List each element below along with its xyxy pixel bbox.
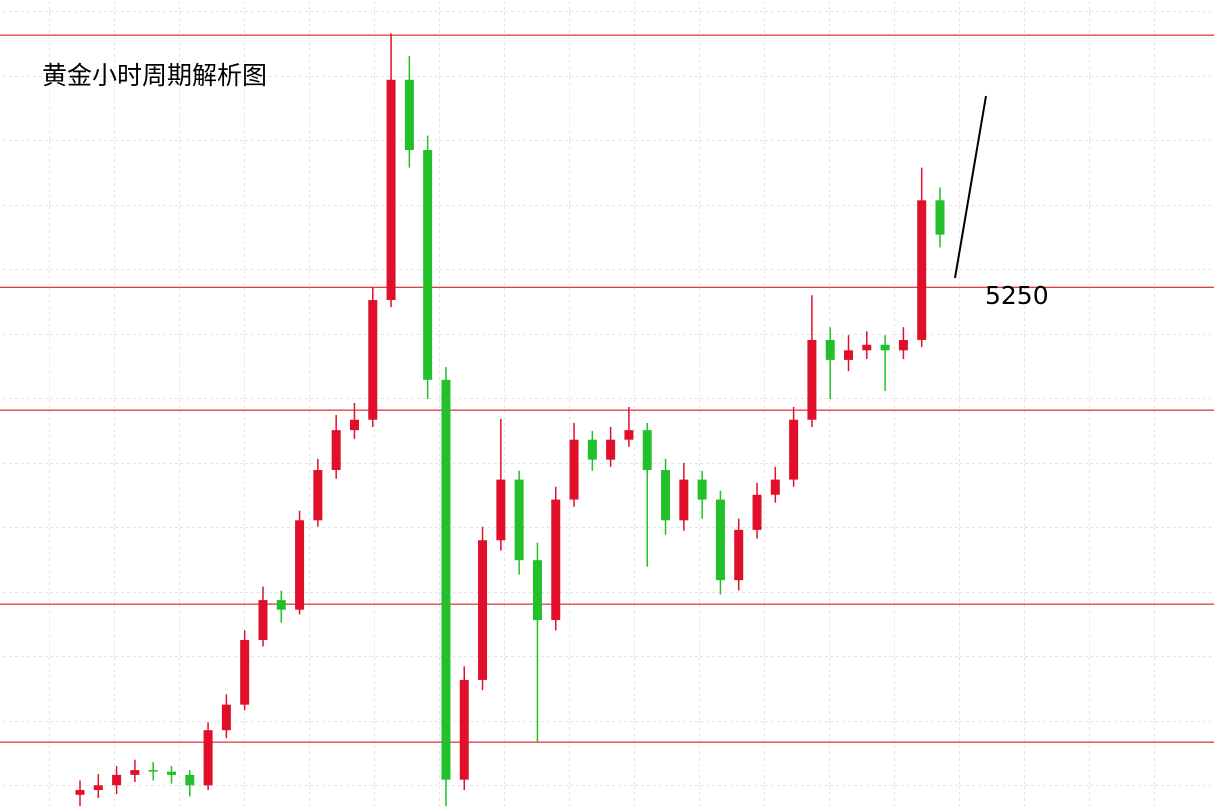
candle-body [368,300,378,420]
candle-body [240,640,250,705]
candle-body [185,774,195,786]
candle-body [734,529,744,581]
candle-body [898,339,908,351]
candle-body [587,439,597,460]
candle-body [770,479,780,495]
candle-body [496,479,506,541]
candle-body [807,339,817,420]
candle-body [569,439,579,500]
candle-body [862,344,872,351]
level-label: 5250 [985,281,1049,310]
candle-body [276,600,286,610]
candle-body [295,520,305,610]
candle-body [386,79,396,301]
candle-body [844,350,854,360]
candle-body [825,339,835,360]
candle-body [148,770,158,772]
candle-body [606,439,616,460]
candle-body [441,379,451,780]
candle-body [331,430,341,471]
candle-body [258,600,268,641]
candle-body [917,200,927,340]
candle-body [166,771,176,775]
candle-body [752,494,762,530]
marks [0,33,1214,806]
candle-body [697,479,707,500]
candle-body [715,499,725,581]
candle-body [75,790,85,795]
candle-body [203,730,213,786]
candle-body [880,344,890,351]
candle-body [478,540,488,680]
candle-body [404,79,414,151]
candle-body [423,150,433,380]
candle-body [551,499,561,621]
candle-body [221,704,231,731]
candle-body [459,679,469,780]
candle-body [514,479,524,561]
candle-body [624,430,634,440]
candle-body [935,200,945,235]
candle-body [679,479,689,521]
candle-body [93,785,103,791]
candle-body [532,560,542,621]
candle-body [642,430,652,471]
candle-body [130,770,140,775]
trend-line [954,95,987,279]
candle-body [349,419,359,431]
candle-body [112,774,122,786]
candle-body [789,419,799,480]
chart-title: 黄金小时周期解析图 [42,61,267,90]
candle-body [313,470,323,521]
candle-body [661,470,671,521]
